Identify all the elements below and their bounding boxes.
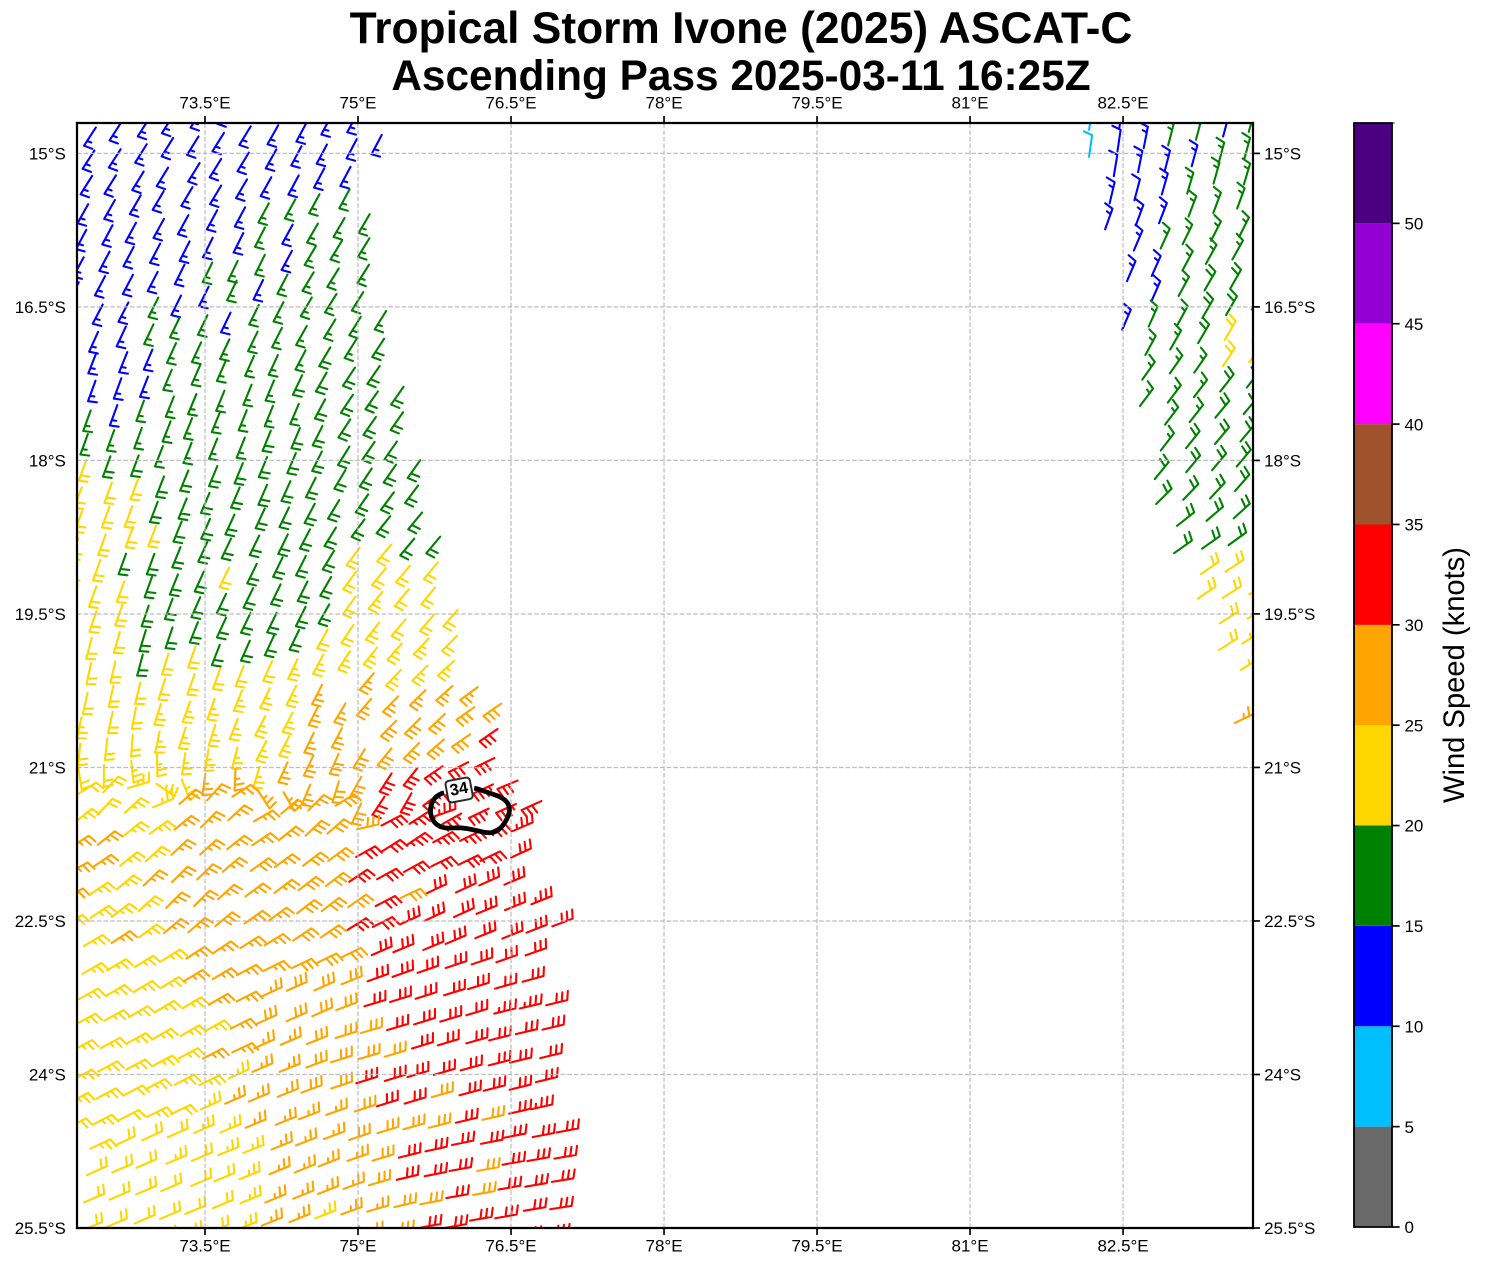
- svg-text:Ascending Pass 2025-03-11 16:2: Ascending Pass 2025-03-11 16:25Z: [391, 52, 1090, 99]
- svg-text:16.5°S: 16.5°S: [15, 298, 66, 317]
- svg-text:24°S: 24°S: [1264, 1066, 1301, 1085]
- svg-text:21°S: 21°S: [1264, 759, 1301, 778]
- svg-text:24°S: 24°S: [29, 1066, 66, 1085]
- svg-text:82.5°E: 82.5°E: [1097, 1236, 1148, 1255]
- svg-text:25.5°S: 25.5°S: [1264, 1219, 1315, 1238]
- svg-text:10: 10: [1404, 1017, 1423, 1036]
- svg-text:79.5°E: 79.5°E: [791, 1236, 842, 1255]
- svg-text:18°S: 18°S: [1264, 452, 1301, 471]
- svg-text:Wind Speed (knots): Wind Speed (knots): [1439, 547, 1471, 803]
- svg-text:82.5°E: 82.5°E: [1097, 93, 1148, 112]
- svg-text:75°E: 75°E: [340, 93, 377, 112]
- svg-text:81°E: 81°E: [952, 1236, 989, 1255]
- svg-text:Tropical Storm Ivone (2025) AS: Tropical Storm Ivone (2025) ASCAT-C: [350, 4, 1133, 53]
- svg-text:15°S: 15°S: [1264, 145, 1301, 164]
- svg-text:30: 30: [1404, 616, 1423, 635]
- svg-text:25.5°S: 25.5°S: [15, 1219, 66, 1238]
- svg-text:40: 40: [1404, 415, 1423, 434]
- svg-text:76.5°E: 76.5°E: [485, 93, 536, 112]
- svg-text:22.5°S: 22.5°S: [1264, 912, 1315, 931]
- svg-text:50: 50: [1404, 215, 1423, 234]
- svg-text:18°S: 18°S: [29, 452, 66, 471]
- svg-text:75°E: 75°E: [340, 1236, 377, 1255]
- svg-text:45: 45: [1404, 315, 1423, 334]
- svg-text:21°S: 21°S: [29, 759, 66, 778]
- svg-text:20: 20: [1404, 817, 1423, 836]
- svg-text:5: 5: [1404, 1118, 1413, 1137]
- svg-text:73.5°E: 73.5°E: [179, 1236, 230, 1255]
- svg-text:35: 35: [1404, 516, 1423, 535]
- svg-text:78°E: 78°E: [646, 93, 683, 112]
- svg-text:78°E: 78°E: [646, 1236, 683, 1255]
- svg-text:15°S: 15°S: [29, 145, 66, 164]
- svg-text:25: 25: [1404, 716, 1423, 735]
- svg-text:19.5°S: 19.5°S: [15, 605, 66, 624]
- svg-text:73.5°E: 73.5°E: [179, 93, 230, 112]
- svg-text:79.5°E: 79.5°E: [791, 93, 842, 112]
- svg-text:16.5°S: 16.5°S: [1264, 298, 1315, 317]
- svg-text:0: 0: [1404, 1218, 1413, 1237]
- svg-text:81°E: 81°E: [952, 93, 989, 112]
- svg-text:15: 15: [1404, 917, 1423, 936]
- svg-text:76.5°E: 76.5°E: [485, 1236, 536, 1255]
- svg-text:22.5°S: 22.5°S: [15, 912, 66, 931]
- svg-text:34: 34: [448, 779, 470, 800]
- svg-text:19.5°S: 19.5°S: [1264, 605, 1315, 624]
